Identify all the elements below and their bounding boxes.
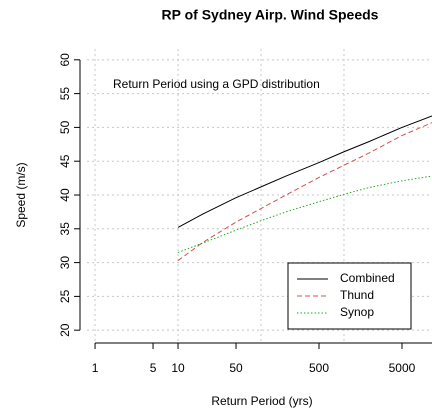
y-tick-label: 55 bbox=[58, 87, 72, 101]
y-tick-label: 30 bbox=[58, 256, 72, 270]
y-tick-label: 60 bbox=[58, 53, 72, 67]
annotation: Return Period using a GPD distribution bbox=[113, 77, 320, 91]
series-line bbox=[177, 115, 432, 228]
x-tick-label: 500 bbox=[309, 361, 329, 375]
x-axis-label: Return Period (yrs) bbox=[211, 394, 312, 408]
x-tick-label: 1 bbox=[92, 361, 99, 375]
x-tick-label: 5000 bbox=[389, 361, 416, 375]
y-tick-label: 20 bbox=[58, 323, 72, 337]
series-line bbox=[177, 122, 432, 261]
x-tick-label: 10 bbox=[171, 361, 185, 375]
legend-label: Synop bbox=[340, 305, 374, 319]
legend-label: Combined bbox=[340, 271, 395, 285]
y-axis-label: Speed (m/s) bbox=[14, 162, 28, 227]
y-tick-label: 35 bbox=[58, 222, 72, 236]
y-tick-label: 50 bbox=[58, 120, 72, 134]
y-tick-label: 25 bbox=[58, 289, 72, 303]
chart-title: RP of Sydney Airp. Wind Speeds bbox=[162, 7, 379, 23]
x-tick-label: 5 bbox=[150, 361, 157, 375]
series-line bbox=[177, 175, 432, 253]
legend-label: Thund bbox=[340, 288, 374, 302]
y-tick-label: 45 bbox=[58, 154, 72, 168]
x-tick-label: 50 bbox=[229, 361, 243, 375]
y-tick-label: 40 bbox=[58, 188, 72, 202]
